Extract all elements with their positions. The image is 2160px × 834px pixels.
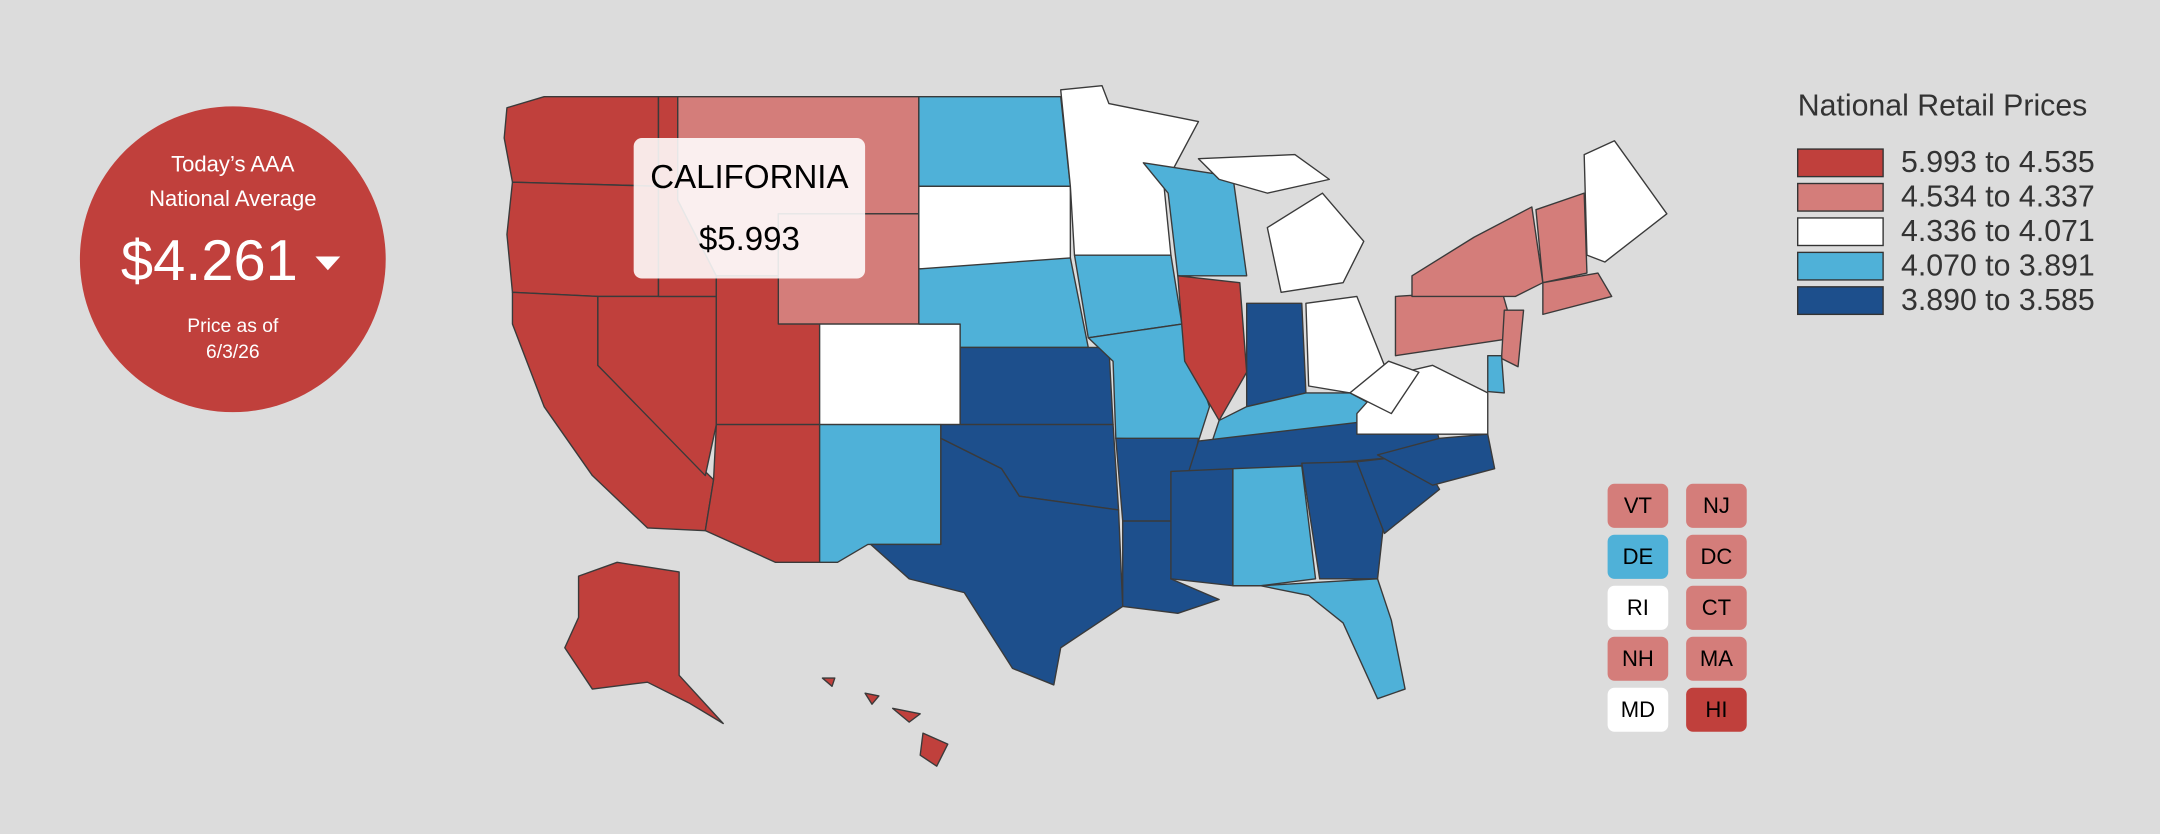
badge-circle <box>79 106 386 413</box>
state[interactable] <box>1349 360 1420 415</box>
legend-swatch <box>1797 286 1884 316</box>
state-box[interactable] <box>1686 534 1747 579</box>
legend-swatch <box>1797 251 1884 281</box>
legend-title: National Retail Prices <box>1798 90 2088 123</box>
state-box-label: HI <box>1705 697 1727 722</box>
state-box-label: NJ <box>1703 493 1730 518</box>
badge-price: $4.261 <box>121 229 298 293</box>
state[interactable] <box>1245 302 1307 408</box>
state[interactable] <box>891 707 921 723</box>
state[interactable] <box>918 185 1072 270</box>
dropdown-arrow[interactable] <box>315 256 341 271</box>
state[interactable] <box>959 346 1114 426</box>
legend-swatch <box>1797 182 1884 212</box>
national-average-badge: Today’s AAA National Average $4.261 Pric… <box>79 106 386 413</box>
legend-label: 4.070 to 3.891 <box>1901 250 2095 283</box>
state-tooltip: CALIFORNIA $5.993 <box>633 138 866 279</box>
state-box-label: DC <box>1701 544 1733 569</box>
state[interactable] <box>1376 433 1496 486</box>
state-box-label: NH <box>1622 646 1654 671</box>
state[interactable] <box>1266 192 1365 294</box>
legend-label: 5.993 to 4.535 <box>1901 146 2095 179</box>
state[interactable] <box>1197 153 1331 194</box>
state[interactable] <box>1259 578 1406 700</box>
state[interactable] <box>1487 355 1505 394</box>
state[interactable] <box>919 732 949 767</box>
state-box-label: CT <box>1702 595 1731 620</box>
legend-swatch <box>1797 148 1884 178</box>
state[interactable] <box>1500 309 1525 368</box>
state[interactable] <box>1073 254 1183 339</box>
state-box-label: DE <box>1623 544 1654 569</box>
legend: National Retail Prices 5.993 to 4.5354.5… <box>1797 90 2095 317</box>
tooltip-price: $5.993 <box>699 221 800 258</box>
state[interactable] <box>1177 275 1248 422</box>
state[interactable] <box>564 561 724 725</box>
tooltip-state: CALIFORNIA <box>650 159 848 196</box>
state[interactable] <box>818 323 961 426</box>
state[interactable] <box>1301 461 1386 580</box>
state-box-label: VT <box>1624 493 1652 518</box>
state-box[interactable] <box>1686 585 1747 630</box>
state-box[interactable] <box>1607 534 1669 579</box>
state[interactable] <box>1535 192 1588 284</box>
state[interactable] <box>1583 140 1668 263</box>
legend-label: 4.534 to 4.337 <box>1901 181 2095 214</box>
state[interactable] <box>869 437 1124 686</box>
state-box[interactable] <box>1607 483 1669 528</box>
tooltip-box <box>633 138 866 279</box>
state[interactable] <box>918 96 1072 187</box>
badge-title: National Average <box>149 186 316 211</box>
state-box[interactable] <box>1686 483 1747 528</box>
state[interactable] <box>1232 465 1317 587</box>
state[interactable] <box>1542 272 1613 316</box>
state[interactable] <box>818 423 942 564</box>
state-box[interactable] <box>1686 636 1747 681</box>
state-box-label: MA <box>1700 646 1733 671</box>
badge-title: Today’s AAA <box>171 151 295 176</box>
badge-caption: 6/3/26 <box>206 342 260 363</box>
state[interactable] <box>864 692 880 705</box>
state-box[interactable] <box>1686 687 1747 732</box>
state[interactable] <box>1170 467 1234 587</box>
state-box-label: RI <box>1627 595 1649 620</box>
small-state-boxes: VT NJ DE DC RI CT NH MA MD HI <box>1607 483 1747 732</box>
state-box[interactable] <box>1607 687 1669 732</box>
badge-caption: Price as of <box>187 316 279 337</box>
legend-swatch <box>1797 217 1884 247</box>
legend-label: 3.890 to 3.585 <box>1901 284 2095 317</box>
legend-label: 4.336 to 4.071 <box>1901 215 2095 248</box>
state[interactable] <box>821 677 836 687</box>
state-box[interactable] <box>1607 636 1669 681</box>
state-box[interactable] <box>1607 585 1669 630</box>
state-box-label: MD <box>1621 697 1655 722</box>
